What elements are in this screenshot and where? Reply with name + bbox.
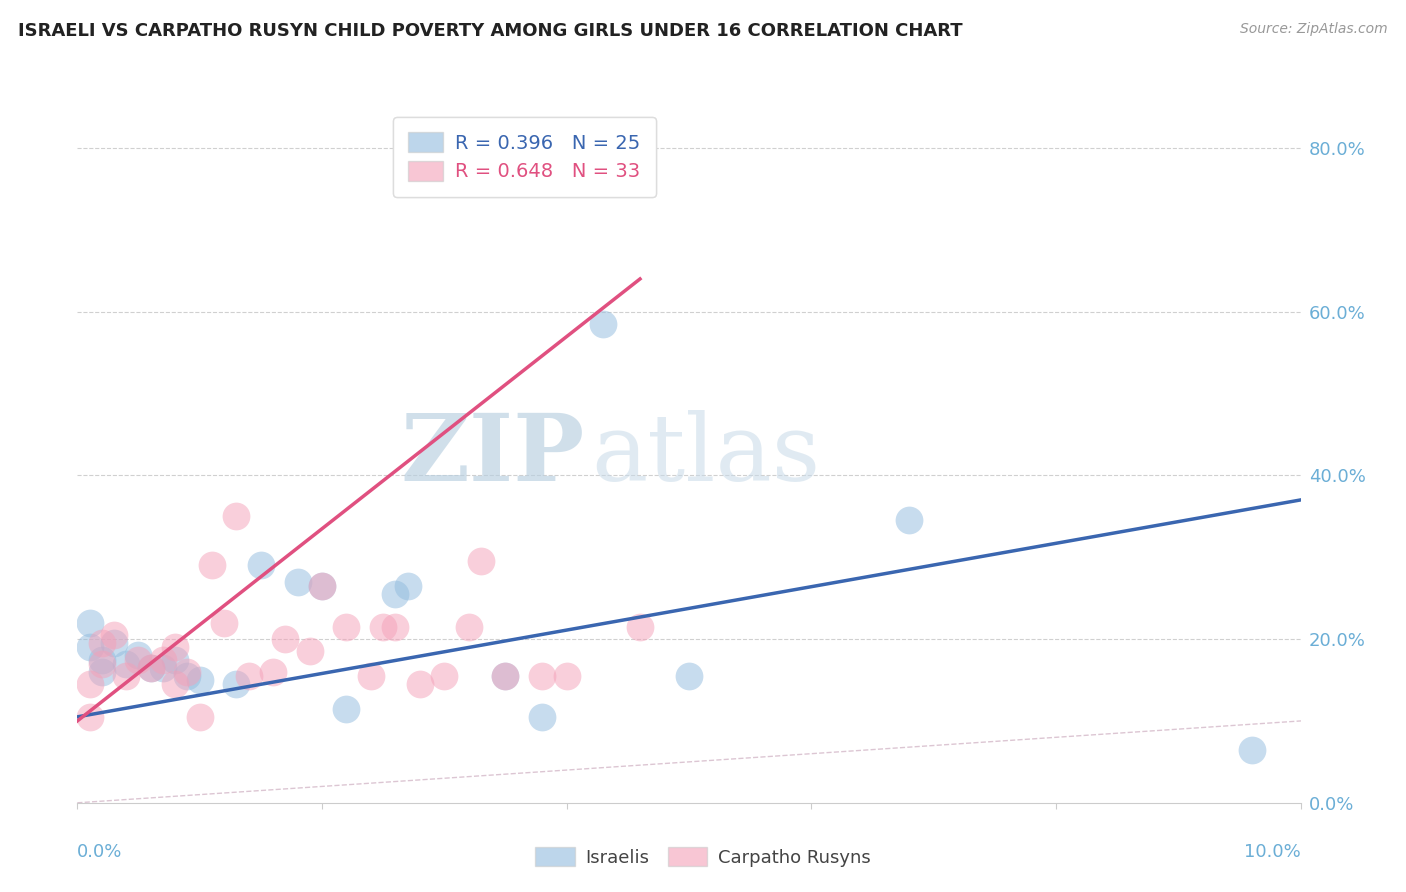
Point: [592, 317, 614, 331]
Point: [90, 657, 112, 671]
Point: [152, 652, 174, 666]
Point: [335, 701, 357, 715]
Text: atlas: atlas: [591, 410, 820, 500]
Point: [1240, 742, 1263, 756]
Text: 0.0%: 0.0%: [77, 843, 122, 861]
Point: [212, 615, 235, 630]
Point: [176, 669, 198, 683]
Point: [225, 677, 247, 691]
Point: [311, 579, 333, 593]
Point: [188, 673, 211, 687]
Point: [90, 652, 112, 666]
Point: [531, 669, 554, 683]
Point: [79, 677, 101, 691]
Point: [165, 652, 187, 666]
Point: [128, 648, 150, 663]
Point: [90, 636, 112, 650]
Legend: R = 0.396   N = 25, R = 0.648   N = 33: R = 0.396 N = 25, R = 0.648 N = 33: [392, 117, 655, 197]
Point: [128, 652, 150, 666]
Point: [103, 636, 125, 650]
Point: [678, 669, 700, 683]
Point: [79, 640, 101, 655]
Point: [262, 665, 284, 679]
Point: [250, 558, 273, 573]
Text: Source: ZipAtlas.com: Source: ZipAtlas.com: [1240, 22, 1388, 37]
Point: [238, 669, 260, 683]
Point: [188, 710, 211, 724]
Point: [176, 665, 198, 679]
Point: [409, 677, 432, 691]
Text: ZIP: ZIP: [401, 410, 585, 500]
Point: [384, 587, 406, 601]
Point: [201, 558, 224, 573]
Legend: Israelis, Carpatho Rusyns: Israelis, Carpatho Rusyns: [527, 840, 879, 874]
Point: [470, 554, 492, 568]
Point: [495, 669, 517, 683]
Point: [115, 669, 138, 683]
Point: [287, 574, 309, 589]
Point: [103, 628, 125, 642]
Point: [79, 710, 101, 724]
Point: [371, 620, 394, 634]
Point: [396, 579, 419, 593]
Point: [152, 661, 174, 675]
Point: [898, 513, 921, 527]
Point: [274, 632, 297, 646]
Text: 10.0%: 10.0%: [1244, 843, 1301, 861]
Point: [433, 669, 456, 683]
Point: [531, 710, 554, 724]
Point: [90, 665, 112, 679]
Point: [225, 509, 247, 524]
Text: ISRAELI VS CARPATHO RUSYN CHILD POVERTY AMONG GIRLS UNDER 16 CORRELATION CHART: ISRAELI VS CARPATHO RUSYN CHILD POVERTY …: [18, 22, 963, 40]
Point: [555, 669, 578, 683]
Point: [360, 669, 382, 683]
Point: [115, 657, 138, 671]
Point: [628, 620, 651, 634]
Point: [79, 615, 101, 630]
Point: [457, 620, 479, 634]
Point: [165, 677, 187, 691]
Point: [139, 661, 162, 675]
Point: [384, 620, 406, 634]
Point: [139, 661, 162, 675]
Point: [335, 620, 357, 634]
Point: [298, 644, 321, 658]
Point: [311, 579, 333, 593]
Point: [495, 669, 517, 683]
Point: [165, 640, 187, 655]
